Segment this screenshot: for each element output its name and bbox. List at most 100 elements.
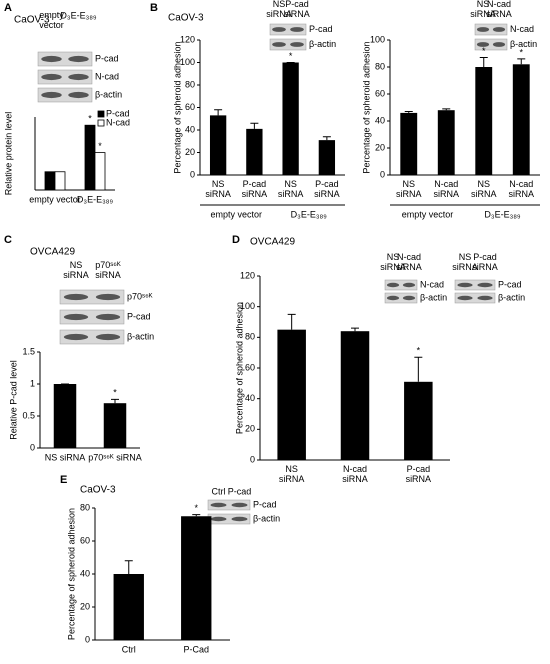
y-tick-label: 40 xyxy=(245,393,255,403)
blot-band xyxy=(476,42,490,47)
blot-band xyxy=(210,516,227,522)
blot-column-label: p70ˢ⁶ᴷ siRNA xyxy=(95,260,121,280)
panel-letter: B xyxy=(150,2,158,14)
blot-band xyxy=(63,293,89,301)
blot-column-label: D₃E-E₃₈₉ xyxy=(60,10,97,20)
blot-band xyxy=(41,55,62,63)
y-tick-label: 20 xyxy=(80,601,90,611)
bar xyxy=(54,171,66,191)
y-tick-label: 60 xyxy=(185,102,195,112)
bar xyxy=(404,381,433,460)
bar xyxy=(113,574,144,640)
blot-row-label: β-actin xyxy=(510,39,537,49)
bar xyxy=(209,115,227,175)
bar xyxy=(437,110,455,175)
x-tick-label: NS siRNA xyxy=(279,464,305,484)
blot-band xyxy=(386,282,400,288)
significance-mark: * xyxy=(113,388,117,398)
significance-mark: * xyxy=(98,141,102,151)
significance-mark: * xyxy=(289,51,293,61)
y-tick-label: 100 xyxy=(370,34,385,44)
y-axis-label: Percentage of spheroid adhesion xyxy=(66,508,76,640)
y-tick-label: 20 xyxy=(375,142,385,152)
x-tick-label: empty vector xyxy=(29,194,81,204)
error-bar xyxy=(351,327,359,332)
panel-subtitle: OVCA429 xyxy=(30,247,75,258)
blot-row-label: β-actin xyxy=(309,39,336,49)
blot-band xyxy=(402,295,416,301)
significance-mark: * xyxy=(88,114,92,124)
y-tick-label: 60 xyxy=(375,88,385,98)
x-tick-label: P-cad siRNA xyxy=(406,464,432,484)
y-axis-label: Percentage of spheroid adhesion xyxy=(172,41,182,173)
blot-column-label: NS siRNA xyxy=(380,252,406,272)
y-tick-label: 80 xyxy=(185,79,195,89)
blot-band xyxy=(290,42,304,47)
y-tick-label: 0.5 xyxy=(22,410,35,420)
blot-band xyxy=(68,55,89,63)
y-tick-label: 120 xyxy=(180,34,195,44)
bar xyxy=(84,124,96,191)
blot-band-background xyxy=(454,279,496,291)
y-tick-label: 20 xyxy=(185,147,195,157)
y-axis-label: Relative P-cad level xyxy=(8,360,18,440)
legend-label: N-cad xyxy=(106,117,130,127)
bar xyxy=(282,62,299,175)
blot-band xyxy=(231,516,248,522)
y-tick-label: 80 xyxy=(80,502,90,512)
error-bar xyxy=(414,356,423,382)
blot-column-label: P-cad siRNA xyxy=(284,0,310,19)
blot-column-label: NS siRNA xyxy=(452,252,478,272)
y-tick-label: 1 xyxy=(30,378,35,388)
blot-band xyxy=(210,502,227,508)
x-tick-label: Ctrl xyxy=(122,644,136,654)
blot-band-background xyxy=(59,329,125,345)
bar xyxy=(246,128,263,175)
blot-row-label: β-actin xyxy=(420,292,447,302)
blot-band xyxy=(290,27,304,32)
blot-column-label: N-cad siRNA xyxy=(396,252,422,272)
blot-band xyxy=(95,313,121,321)
y-tick-label: 0 xyxy=(380,169,385,179)
bar xyxy=(277,329,306,460)
bar xyxy=(512,64,530,175)
blot-band xyxy=(457,282,473,288)
blot-row-label: P-cad xyxy=(95,53,119,63)
x-tick-label: NS siRNA xyxy=(396,179,422,199)
error-bar xyxy=(442,108,451,111)
y-axis-label: Percentage of spheroid adhesion xyxy=(234,302,244,434)
significance-mark: * xyxy=(417,346,421,356)
x-tick-label: NS siRNA xyxy=(205,179,231,199)
error-bar xyxy=(322,136,331,141)
blot-row-label: P-cad xyxy=(127,311,151,321)
blot-band xyxy=(457,295,473,301)
error-bar xyxy=(124,560,133,574)
blot-band-background xyxy=(37,69,93,85)
blot-column-label: P-cad xyxy=(228,486,252,496)
panel-subtitle: CaOV-3 xyxy=(80,485,116,496)
error-bar xyxy=(111,398,119,404)
blot-band xyxy=(68,91,89,99)
blot-row-label: p70ˢ⁶ᴷ xyxy=(127,291,153,301)
panel-letter: E xyxy=(60,474,67,486)
legend-swatch xyxy=(97,119,105,127)
y-tick-label: 0 xyxy=(190,169,195,179)
blot-row-label: β-actin xyxy=(498,292,525,302)
blot-band xyxy=(68,73,89,81)
error-bar xyxy=(479,57,488,67)
blot-row-label: N-cad xyxy=(510,24,534,34)
blot-band-background xyxy=(474,23,508,36)
blot-band xyxy=(41,91,62,99)
blot-band-background xyxy=(384,279,418,291)
blot-band xyxy=(477,295,493,301)
y-tick-label: 0 xyxy=(85,634,90,644)
x-tick-label: P-cad siRNA xyxy=(314,179,340,199)
y-tick-label: 60 xyxy=(245,362,255,372)
blot-band xyxy=(95,333,121,341)
blot-row-label: P-cad xyxy=(498,279,522,289)
group-label: empty vector xyxy=(402,209,454,219)
blot-band xyxy=(492,42,506,47)
blot-band-background xyxy=(37,87,93,103)
blot-band xyxy=(402,282,416,288)
